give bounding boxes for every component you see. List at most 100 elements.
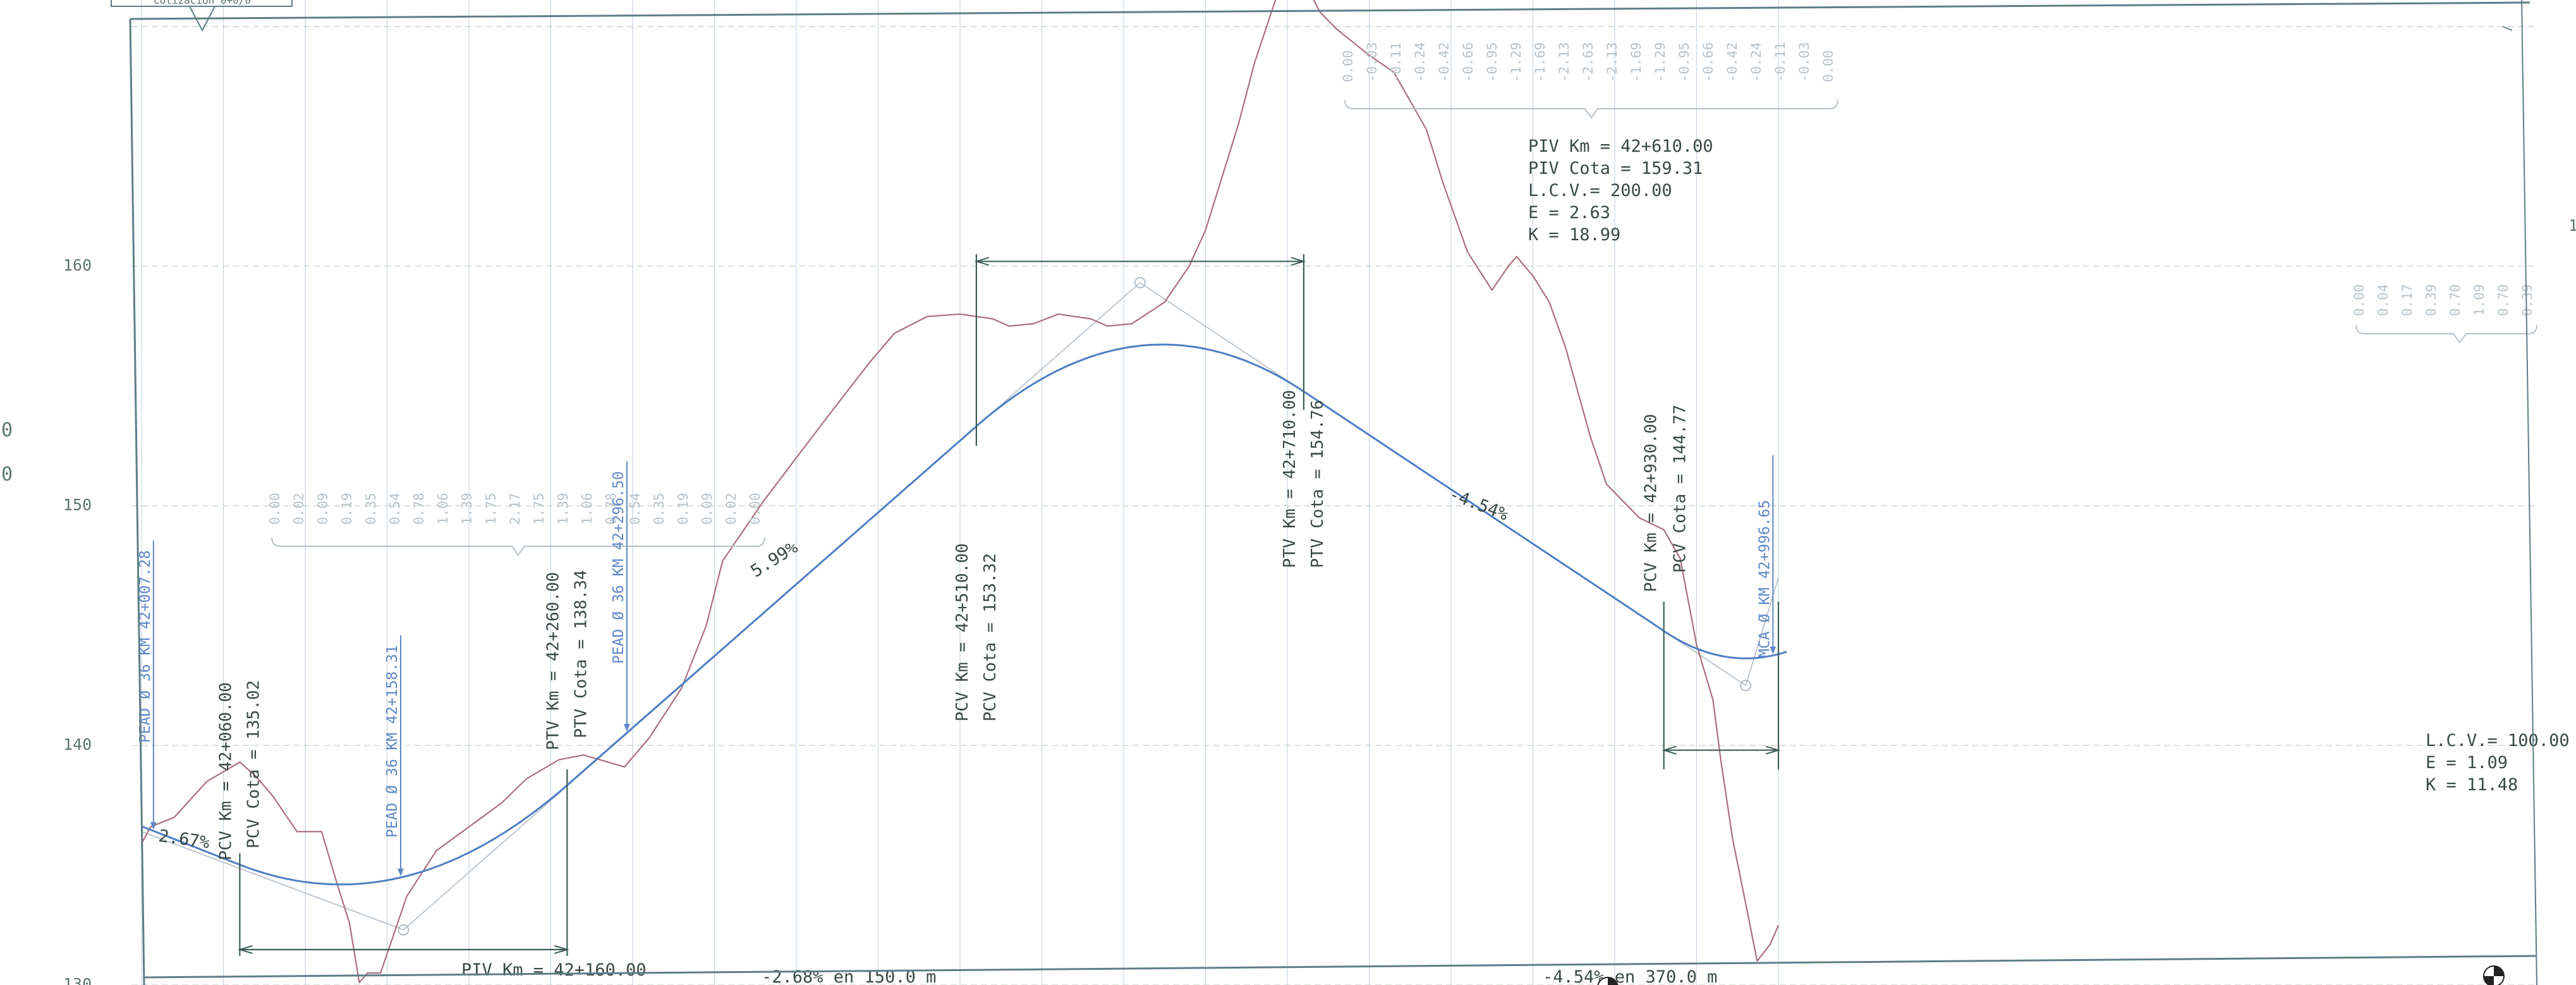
ordinate-value: 0.39 (2424, 284, 2439, 316)
title-tab-pointer (189, 6, 216, 32)
frame-left-edge (129, 18, 145, 985)
terrain-profile (141, 0, 1780, 984)
ordinate-value: 0.19 (676, 492, 691, 525)
ordinate-value: 0.78 (604, 492, 619, 525)
terrain-line (141, 0, 1780, 984)
curve2-data-text: PIV Km = 42+610.00 (1528, 137, 1713, 156)
ordinate-value: -2.63 (1581, 42, 1596, 82)
curve-dimensions (237, 254, 1781, 956)
piv-marker (1134, 277, 1146, 289)
curve-point-label: PTV Cota = 138.34 (571, 570, 590, 738)
ordinate-value: 0.02 (724, 492, 739, 525)
curve-point-label: PCV Km = 42+510.00 (953, 543, 972, 721)
title-tab (111, 0, 293, 7)
ordinate-value: -1.69 (1629, 42, 1644, 82)
ordinate-brace (2355, 324, 2537, 344)
ordinate-value: 1.39 (459, 492, 475, 525)
curve-point-label: PTV Cota = 154.76 (1308, 400, 1327, 568)
y-axis-label: 160 (63, 256, 92, 274)
curve3-data-text: L.C.V.= 100.00 (2426, 731, 2570, 750)
ordinate-value: 0.54 (628, 492, 643, 525)
curve3-data-text: K = 11.48 (2426, 775, 2518, 795)
ordinate-value: -1.29 (1653, 42, 1668, 82)
curve-point-label: PCV Cota = 135.02 (244, 680, 263, 848)
ordinate-value: 0.00 (1340, 50, 1356, 82)
grade-label: 2.67% (157, 826, 211, 853)
ordinate-value: 1.39 (556, 492, 571, 525)
y-axis-label: 150 (63, 496, 92, 514)
ordinate-value: 0.00 (2352, 284, 2367, 316)
curve1-piv-text: PIV Km = 42+160.00 (461, 960, 647, 980)
curve2-data-text: PIV Cota = 159.31 (1528, 159, 1703, 178)
dim-arrow (1662, 745, 1677, 755)
ordinate-value: 1.75 (483, 492, 499, 525)
ordinate-value: -0.66 (1701, 42, 1716, 82)
ordinate-value: -2.13 (1605, 42, 1620, 82)
pipe-arrow (1770, 646, 1777, 654)
dim-arrow (237, 945, 253, 954)
curve-point-label: PTV Km = 42+710.00 (1280, 390, 1299, 568)
ordinate-value: -0.95 (1485, 42, 1500, 82)
ordinate-value: -0.66 (1461, 42, 1476, 82)
piv-marker (398, 924, 410, 936)
title-tab-label: Cotización 0+0/0 (154, 0, 251, 6)
ordinate-brace (271, 537, 765, 556)
ordinate-value: 0.78 (411, 492, 427, 525)
ordinate-value: 0.04 (2376, 284, 2391, 316)
pipe-crossing-label: PEAD Ø 36 KM 42+158.31 (384, 645, 401, 838)
benchmark-marker-fill (1608, 977, 1618, 985)
ordinate-value: 1.06 (580, 492, 595, 525)
curve-point-label: PCV Cota = 144.77 (1671, 405, 1690, 573)
margin-glyph: 0 (1, 419, 13, 441)
curve-point-label: PCV Km = 42+060.00 (216, 682, 235, 860)
margin-glyph: 0 (1, 463, 13, 486)
ordinate-value: 0.70 (2448, 284, 2463, 316)
ordinate-value: 0.00 (267, 492, 283, 525)
ordinate-value: 0.35 (363, 492, 379, 525)
curve2-data-text: L.C.V.= 200.00 (1528, 181, 1672, 200)
dim-arrow (1765, 745, 1781, 755)
grade-tangent-line (141, 282, 1779, 931)
ordinate-value: -1.29 (1509, 42, 1524, 82)
benchmark-marker-fill (2484, 976, 2494, 985)
ordinate-value: 0.02 (291, 492, 307, 525)
ordinate-value: 1.06 (435, 492, 451, 525)
ordinate-value: -0.03 (1797, 42, 1812, 82)
ordinate-value: 0.70 (2496, 284, 2511, 316)
corner-tick (2502, 26, 2513, 31)
ordinate-value: 1.75 (532, 492, 547, 525)
frame-right-edge (2521, 0, 2537, 985)
ordinate-value: -0.42 (1725, 42, 1740, 82)
ordinate-value: -0.95 (1677, 42, 1692, 82)
ordinate-value: -0.03 (1364, 42, 1380, 82)
pipe-arrow (398, 868, 404, 876)
ordinate-value: 1.09 (2472, 284, 2487, 316)
ordinate-value: 2.17 (507, 492, 523, 525)
curve-point-label: PCV Km = 42+930.00 (1642, 414, 1661, 592)
curve2-data-text: E = 2.63 (1528, 203, 1610, 223)
pipe-arrow (623, 724, 630, 732)
ordinate-value: -0.11 (1388, 42, 1404, 82)
ordinate-value: 0.09 (315, 492, 331, 525)
grade-tangents (141, 277, 1779, 936)
ordinate-value: 0.39 (2520, 284, 2535, 316)
design-grade-line (141, 343, 1787, 886)
ordinate-value: -1.69 (1533, 42, 1548, 82)
grade-line (141, 343, 1787, 886)
curve2-data-text: K = 18.99 (1528, 225, 1620, 245)
bottom-grade-text: -4.54% en 370.0 m (1543, 967, 1717, 985)
ordinate-value: -2.13 (1557, 42, 1572, 82)
margin-glyph: 1 (2568, 216, 2576, 235)
y-axis-label: 130 (63, 975, 92, 985)
ordinate-value: 0.00 (748, 492, 763, 525)
frame-top-edge (130, 1, 2530, 20)
pipe-crossing-label: MCA Ø KM 42+996.65 (1756, 500, 1773, 658)
benchmark-marker-fill (2494, 966, 2504, 976)
ordinate-value: -0.24 (1749, 42, 1764, 82)
curve-point-label: PCV Cota = 153.32 (981, 553, 1000, 721)
ordinate-value: -0.11 (1773, 42, 1788, 82)
ordinate-value: 0.19 (339, 492, 355, 525)
grade-label: 5.99% (748, 537, 801, 581)
grade-label: -4.54% (1446, 484, 1510, 525)
